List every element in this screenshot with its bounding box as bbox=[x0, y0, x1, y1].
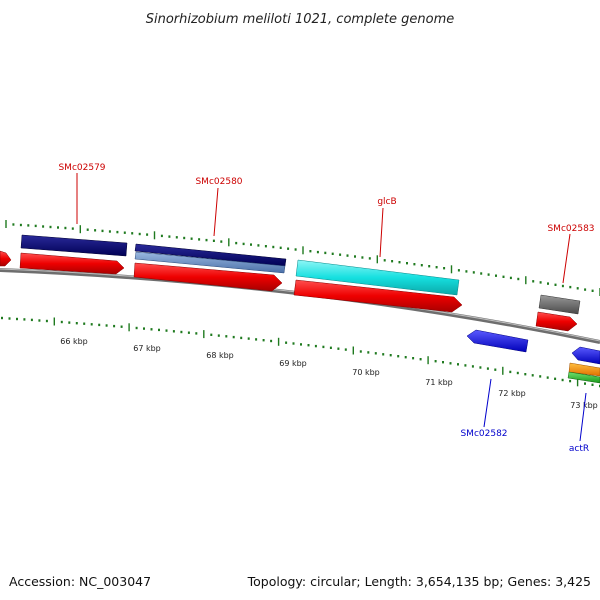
gene-label-SMc02580[interactable]: SMc02580 bbox=[195, 177, 242, 187]
leader-actR bbox=[579, 392, 587, 442]
gene-label-SMc02579[interactable]: SMc02579 bbox=[58, 163, 105, 173]
accession-text: Accession: NC_003047 bbox=[9, 574, 151, 589]
gene-label-SMc02583[interactable]: SMc02583 bbox=[547, 224, 594, 234]
map-title: Sinorhizobium meliloti 1021, complete ge… bbox=[146, 12, 455, 27]
cds-partial-left[interactable] bbox=[0, 250, 12, 267]
gene-label-actR[interactable]: actR bbox=[569, 444, 589, 454]
lower-tick-row bbox=[1, 316, 600, 388]
cds-SMc02580[interactable] bbox=[133, 262, 283, 292]
cds-partial-right[interactable] bbox=[571, 346, 600, 365]
feature-SMc02579-gene[interactable] bbox=[20, 234, 128, 257]
leader-glcB bbox=[379, 207, 384, 258]
leader-SMc02582 bbox=[483, 378, 492, 428]
genome-summary-text: Topology: circular; Length: 3,654,135 bp… bbox=[247, 574, 591, 589]
gene-label-SMc02582[interactable]: SMc02582 bbox=[460, 429, 507, 439]
scale-label-71kbp: 71 kbp bbox=[425, 378, 453, 387]
cds-SMc02579[interactable] bbox=[19, 252, 125, 275]
feature-SMc02580-segment[interactable] bbox=[134, 251, 286, 274]
leader-SMc02583 bbox=[562, 233, 571, 284]
scale-label-72kbp: 72 kbp bbox=[498, 389, 526, 398]
cds-SMc02583[interactable] bbox=[535, 311, 578, 332]
leader-SMc02580 bbox=[213, 187, 219, 237]
cds-actR[interactable] bbox=[567, 371, 600, 384]
cds-glcB[interactable] bbox=[293, 279, 463, 313]
scale-label-67kbp: 67 kbp bbox=[133, 344, 161, 353]
scale-label-70kbp: 70 kbp bbox=[352, 368, 380, 377]
gene-label-glcB[interactable]: glcB bbox=[377, 197, 396, 207]
upper-tick-row bbox=[5, 220, 600, 296]
feature-actR-gene[interactable] bbox=[568, 362, 600, 377]
genome-backbone-highlight bbox=[0, 268, 600, 342]
feature-SMc02583-gene[interactable] bbox=[538, 294, 581, 315]
scale-label-66kbp: 66 kbp bbox=[60, 337, 88, 346]
scale-label-69kbp: 69 kbp bbox=[279, 359, 307, 368]
scale-label-68kbp: 68 kbp bbox=[206, 351, 234, 360]
cds-SMc02582[interactable] bbox=[466, 329, 529, 353]
feature-glcB-gene[interactable] bbox=[295, 259, 460, 296]
